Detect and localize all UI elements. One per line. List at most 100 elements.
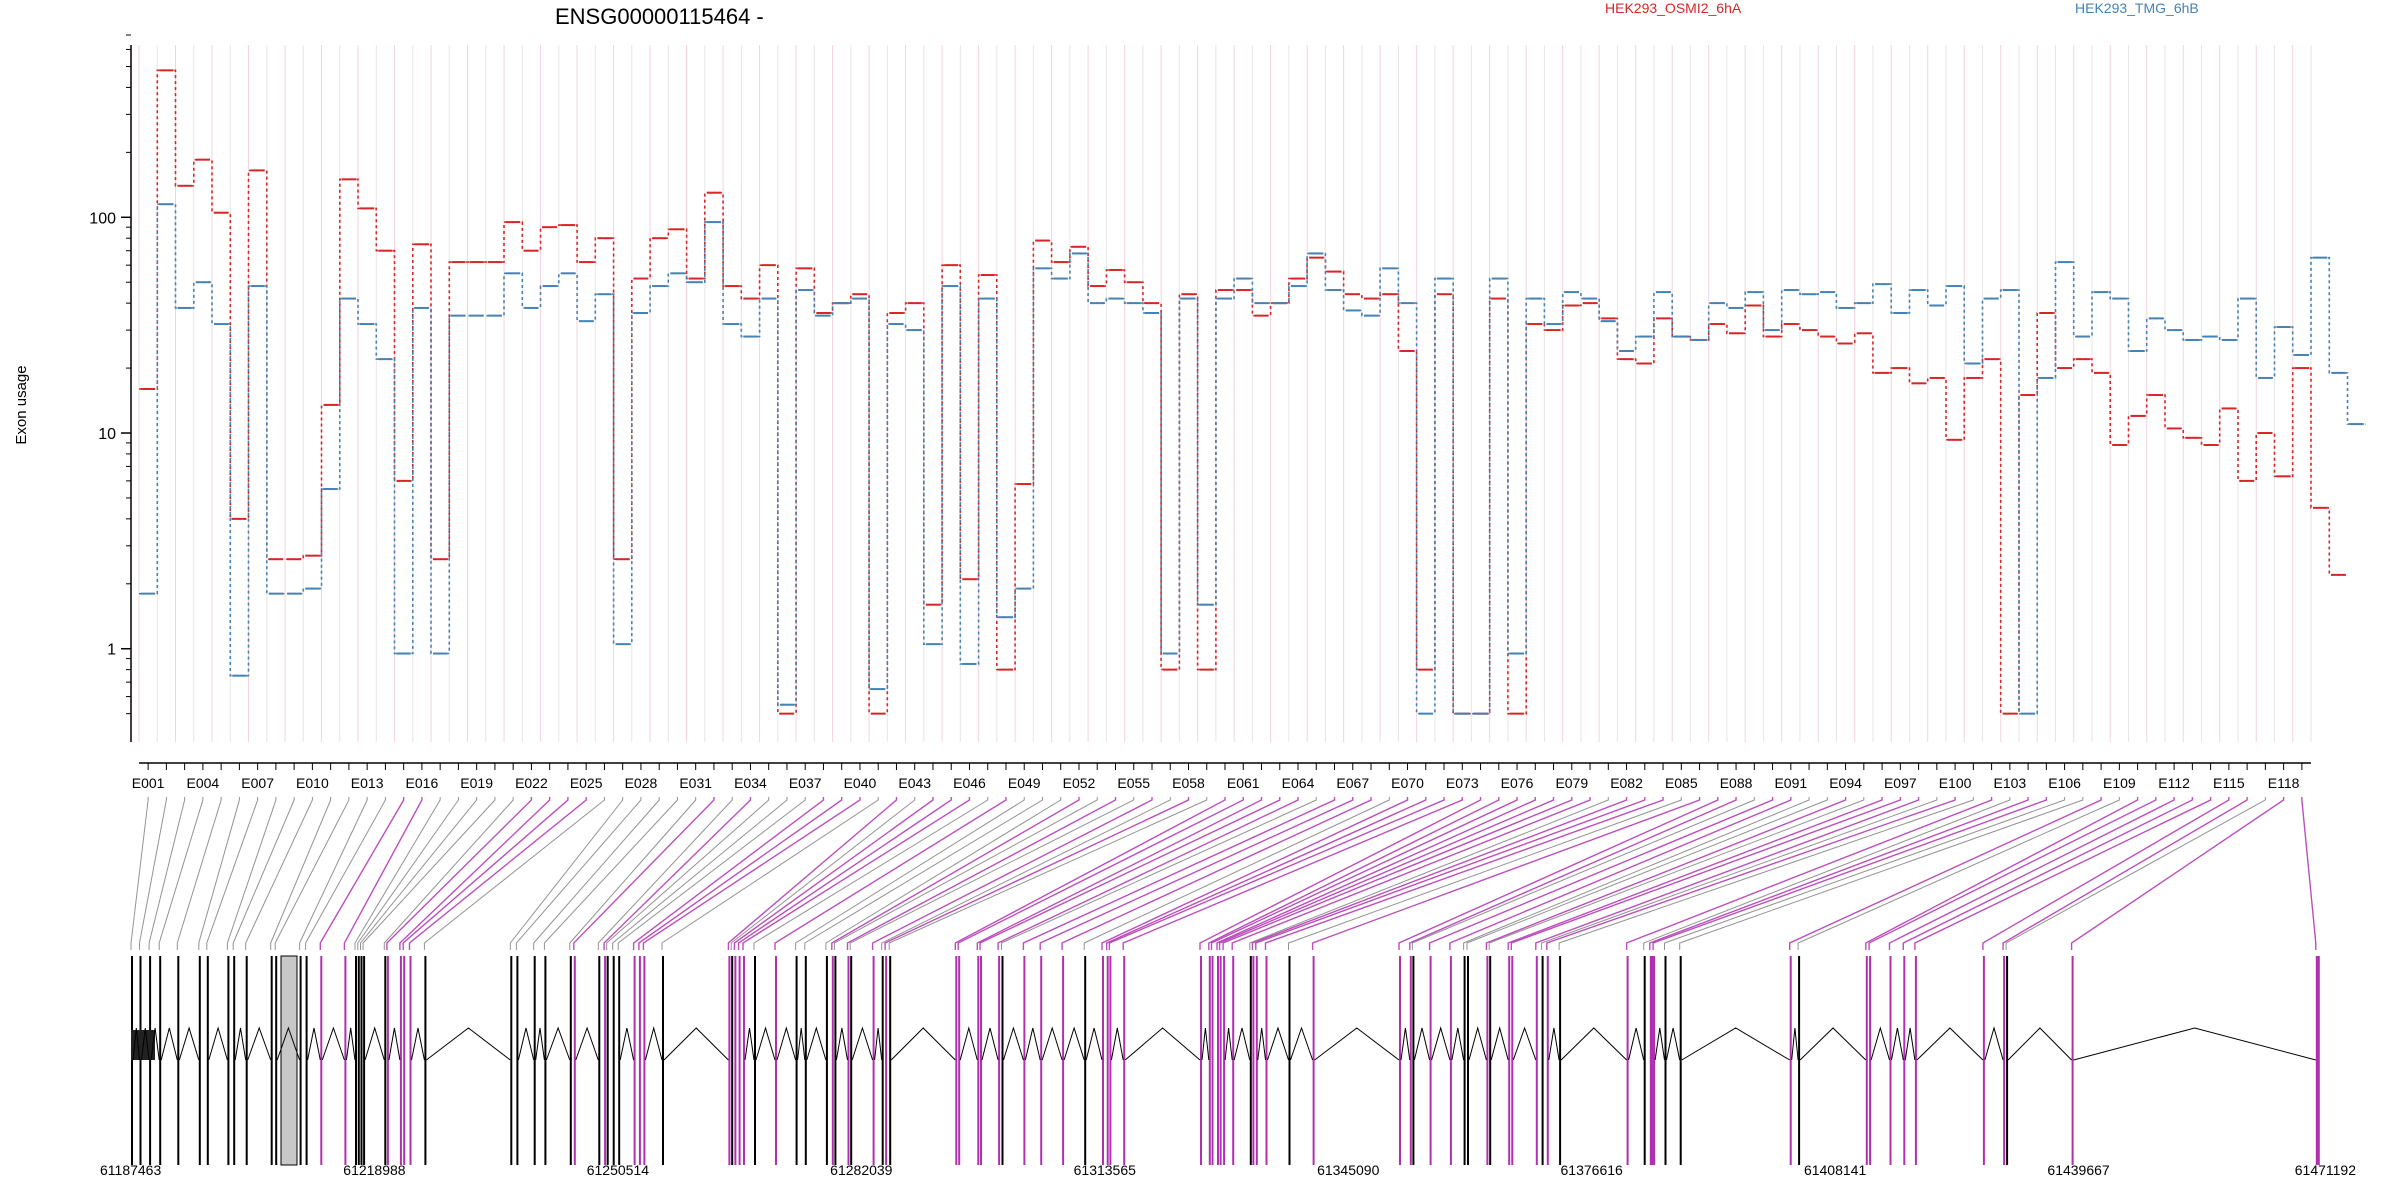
x-tick-label: E034 (734, 775, 767, 791)
exon-box (1914, 956, 1917, 1165)
exon-connector (1210, 797, 1518, 950)
genomic-tick-label: 61282039 (830, 1162, 893, 1178)
exon-connector (362, 797, 496, 950)
exon-box (1109, 956, 1112, 1165)
exon-box (831, 956, 834, 1165)
exon-connector (1249, 797, 1609, 950)
exon-box (1486, 956, 1489, 1165)
exon-connector (1902, 797, 2194, 950)
exon-grid-lines (138, 45, 2312, 742)
exon-connector (130, 797, 149, 950)
exon-box (510, 956, 513, 1165)
exon-box (270, 956, 273, 1165)
exon-connector (569, 797, 697, 950)
x-tick-label: E004 (187, 775, 220, 791)
exon-connector (509, 797, 624, 950)
exon-connector (533, 797, 660, 950)
exon-box (1412, 956, 1415, 1165)
exon-connector (888, 797, 1208, 950)
axes (130, 45, 2311, 764)
exon-box (847, 956, 850, 1165)
exon-box (275, 956, 278, 1165)
exon-box (227, 956, 230, 1165)
exon-connector (1108, 797, 1445, 950)
exon-box (958, 956, 961, 1165)
exon-connector (383, 797, 514, 950)
exon-box (612, 956, 615, 1165)
exon-box (1211, 956, 1214, 1165)
x-tick-label: E109 (2103, 775, 2136, 791)
exon-box (1449, 956, 1452, 1165)
x-tick-label: E064 (1282, 775, 1315, 791)
x-tick-label: E115 (2213, 775, 2245, 791)
series-line-2 (139, 203, 2366, 715)
exon-connector (638, 797, 843, 950)
x-tick-label: E076 (1501, 775, 1534, 791)
genomic-ticks: 61187463 61218988 61250514 61282039 61313565… (100, 1162, 2356, 1178)
exon-box (850, 956, 853, 1165)
exon-connector (1409, 797, 1737, 950)
exon-box (955, 956, 958, 1165)
exon-connector (1411, 797, 1755, 950)
exon-connector (386, 797, 533, 950)
exon-box (544, 956, 547, 1165)
exon-box (355, 956, 357, 1165)
exon-connector (354, 797, 441, 950)
exon-connector (399, 797, 551, 950)
exon-connector (1199, 797, 1482, 950)
x-tick-label: E049 (1008, 775, 1041, 791)
exon-connector (976, 797, 1263, 950)
exon-connector (642, 797, 861, 950)
x-tick-label: E091 (1774, 775, 1807, 791)
exon-box (131, 956, 133, 1165)
exon-box (409, 956, 412, 1165)
exon-box (1489, 956, 1492, 1165)
exon-connector (360, 797, 478, 950)
exon-connector (357, 797, 459, 950)
exon-box (795, 956, 798, 1165)
exon-box (305, 956, 308, 1165)
exon-box (1798, 956, 1801, 1165)
exon-connector (1797, 797, 2120, 950)
exon-connector (597, 797, 733, 950)
exon-connector (299, 797, 368, 950)
exon-box (598, 956, 601, 1165)
exon-connector (543, 797, 678, 950)
exon-box (569, 956, 572, 1165)
exon-connector (603, 797, 752, 950)
exon-connector (1914, 797, 2212, 950)
x-tick-label: E055 (1117, 775, 1150, 791)
exon-connector (742, 797, 971, 950)
exon-connector (795, 797, 1025, 950)
exon-box (1265, 956, 1268, 1165)
exon-connector (2301, 797, 2317, 950)
chart-title: ENSG00000115464 - (555, 4, 764, 29)
exon-connector (408, 797, 587, 950)
exon-box (198, 956, 201, 1165)
exon-box (1217, 956, 1219, 1165)
x-tick-label: E001 (132, 775, 165, 791)
exon-box (834, 956, 837, 1165)
exon-connector (1652, 797, 2048, 950)
exon-connector (1485, 797, 1847, 950)
x-tick-label: E031 (679, 775, 712, 791)
x-tick-label: E040 (844, 775, 877, 791)
exon-box (1664, 956, 1667, 1165)
exon-box (731, 956, 734, 1165)
exon-connector (1428, 797, 1774, 950)
exon-box (360, 956, 363, 1165)
exon-box (424, 956, 427, 1165)
intron-lines (132, 1026, 2316, 1061)
y-ticks: 1 10 100 (89, 34, 131, 715)
exon-box (1889, 956, 1892, 1165)
exon-box (245, 956, 248, 1165)
exon-connector (612, 797, 788, 950)
exon-connector (733, 797, 934, 950)
exon-connector (1466, 797, 1828, 950)
exon-box (1123, 956, 1126, 1165)
legend-label-series-1: HEK293_OSMI2_6hA (1605, 0, 1742, 16)
exon-box (889, 956, 892, 1165)
exon-connector (1865, 797, 2139, 950)
exon-box (1399, 956, 1401, 1165)
